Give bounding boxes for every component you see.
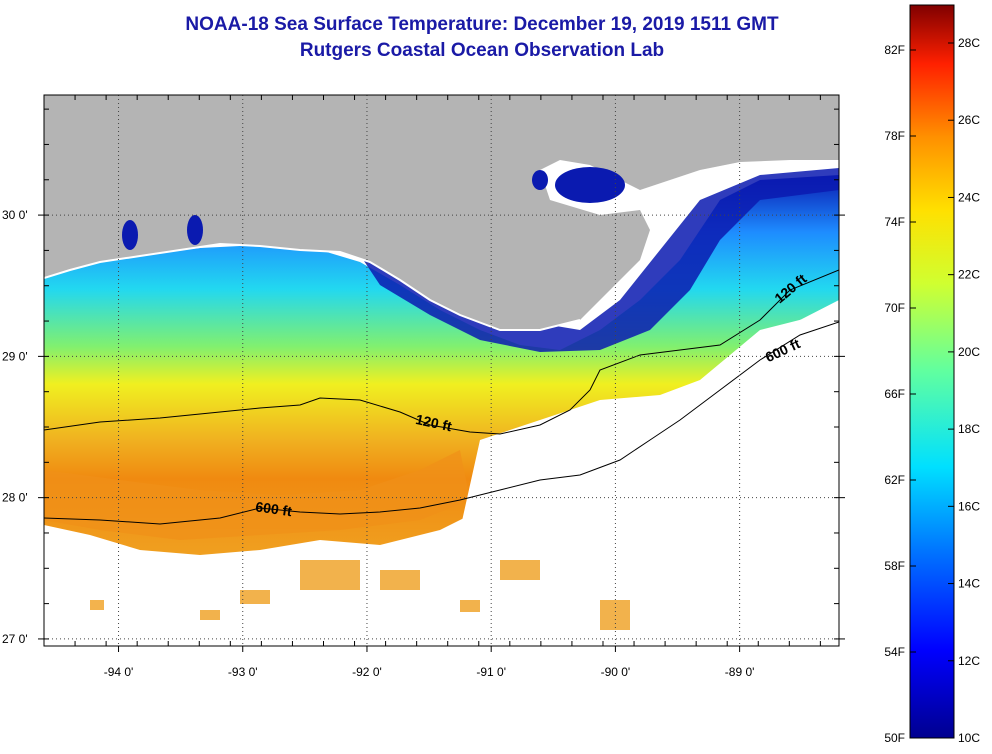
longitude-tick-label: -90 0': [601, 665, 631, 679]
colorbar-celsius-label: 24C: [958, 190, 980, 204]
contour-120ft-line: [44, 269, 839, 435]
map-title: NOAA-18 Sea Surface Temperature: Decembe…: [185, 14, 779, 35]
colorbar-fahrenheit-label: 66F: [884, 387, 905, 401]
map-plot-area: [44, 95, 839, 646]
contour-label: 600 ft: [254, 498, 293, 519]
longitude-tick-label: -93 0': [228, 665, 258, 679]
map-frame: [43, 94, 840, 647]
cloud-cover: [44, 310, 839, 646]
longitude-tick-label: -91 0': [476, 665, 506, 679]
latitude-tick-label: 28 0': [2, 491, 28, 505]
colorbar-celsius-label: 18C: [958, 422, 980, 436]
colorbar-fahrenheit-label: 82F: [884, 43, 905, 57]
colorbar-fahrenheit-label: 54F: [884, 645, 905, 659]
colorbar-celsius-label: 28C: [958, 36, 980, 50]
longitude-tick-label: -89 0': [725, 665, 755, 679]
scattered-sst-pixels: [90, 560, 630, 630]
colorbar-celsius-label: 14C: [958, 577, 980, 591]
warm-offshore-band: [44, 450, 470, 540]
colorbar-fahrenheit-label: 78F: [884, 129, 905, 143]
contour-label: 120 ft: [414, 411, 453, 434]
longitude-tick-label: -92 0': [352, 665, 382, 679]
colorbar-celsius-label: 20C: [958, 345, 980, 359]
colorbar-fahrenheit-label: 70F: [884, 301, 905, 315]
latitude-tick-label: 29 0': [2, 349, 28, 363]
colorbar-celsius-label: 16C: [958, 499, 980, 513]
colorbar-fahrenheit-label: 50F: [884, 731, 905, 745]
contour-600ft-line: [44, 321, 839, 525]
longitude-tick-label: -94 0': [104, 665, 134, 679]
inland-lake: [532, 170, 548, 190]
map-subtitle: Rutgers Coastal Ocean Observation Lab: [299, 40, 665, 61]
colorbar-celsius-label: 22C: [958, 268, 980, 282]
latitude-tick-label: 27 0': [2, 632, 28, 646]
land-mass: [44, 95, 839, 330]
colorbar-fahrenheit-label: 62F: [884, 473, 905, 487]
colorbar-celsius-label: 10C: [958, 731, 980, 745]
coastline: [44, 242, 581, 331]
colorbar-celsius-label: 12C: [958, 654, 980, 668]
colorbar-labels: 82F 78F 74F 70F 66F 62F 58F 54F 50F 28C 26C 24C 22C 2…: [884, 36, 980, 745]
lat-lon-grid: [44, 95, 839, 646]
colorbar: [909, 4, 955, 739]
inland-lake: [187, 215, 203, 245]
inland-lake: [555, 167, 625, 203]
latitude-tick-label: 30 0': [2, 208, 28, 222]
colorbar-fahrenheit-label: 58F: [884, 559, 905, 573]
colorbar-fahrenheit-label: 74F: [884, 215, 905, 229]
longitude-ticks: -94 0' -93 0' -92 0' -91 0' -90 0' -89 0': [43, 95, 821, 679]
colorbar-celsius-label: 26C: [958, 113, 980, 127]
inland-lake: [122, 220, 138, 250]
latitude-ticks: 30 0' 29 0' 28 0' 27 0': [2, 108, 845, 646]
